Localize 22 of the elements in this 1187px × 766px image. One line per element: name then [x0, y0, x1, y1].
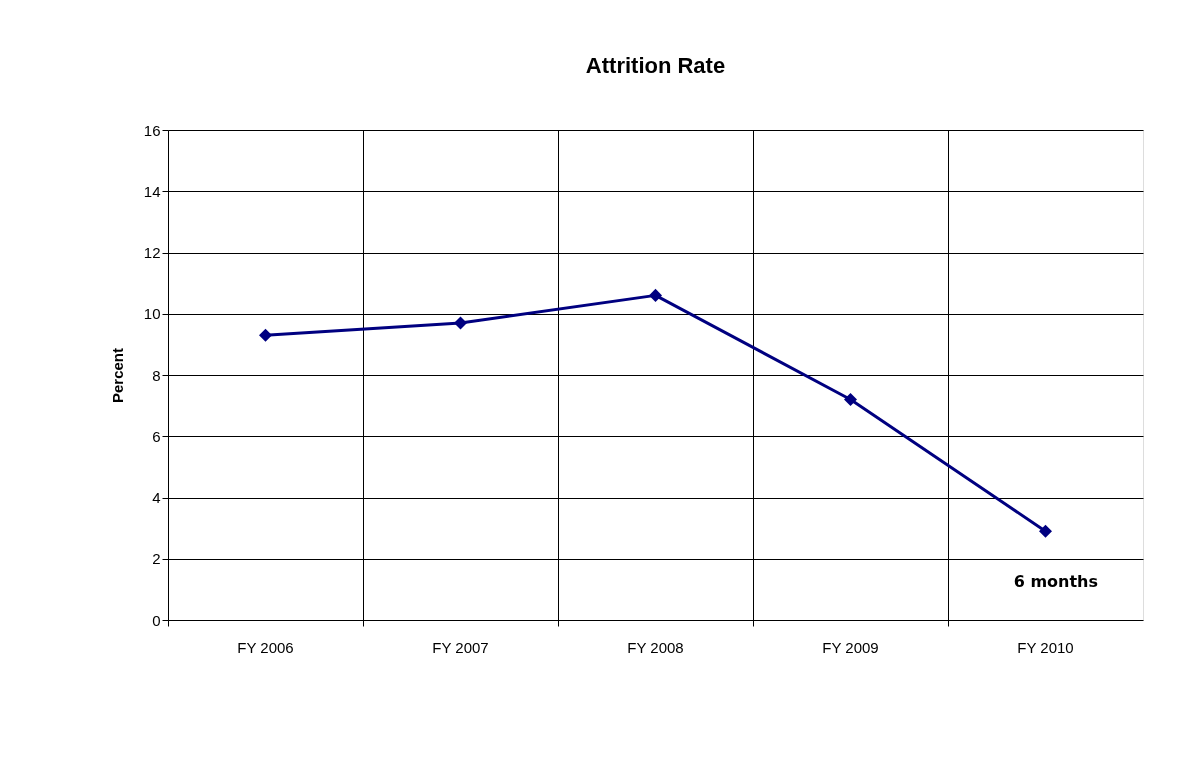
x-tick-label: FY 2007: [432, 638, 489, 656]
x-tick-label: FY 2009: [822, 638, 879, 656]
point: [258, 328, 273, 342]
y-tick-label: 14: [143, 182, 161, 200]
point: [648, 288, 663, 302]
point: [843, 392, 858, 407]
chart-title: Attrition Rate: [585, 53, 726, 78]
point: [453, 316, 468, 330]
y-tick-label: 16: [143, 121, 161, 139]
point: [1038, 524, 1053, 538]
x-tick-label: FY 2006: [237, 638, 294, 656]
y-tick-label: 10: [143, 305, 161, 323]
y-axis-title: Percent: [108, 347, 126, 404]
y-tick-label: 6: [152, 427, 161, 445]
x-tick-label: FY 2010: [1017, 638, 1074, 656]
y-tick-label: 8: [152, 366, 161, 384]
y-tick-label: 12: [143, 244, 161, 261]
annotation: 6 months: [1013, 572, 1098, 591]
x-tick-label: FY 2008: [627, 638, 684, 656]
y-tick-label: 2: [152, 550, 161, 568]
y-tick-label: 0: [152, 611, 161, 629]
y-tick-label: 4: [152, 489, 161, 506]
